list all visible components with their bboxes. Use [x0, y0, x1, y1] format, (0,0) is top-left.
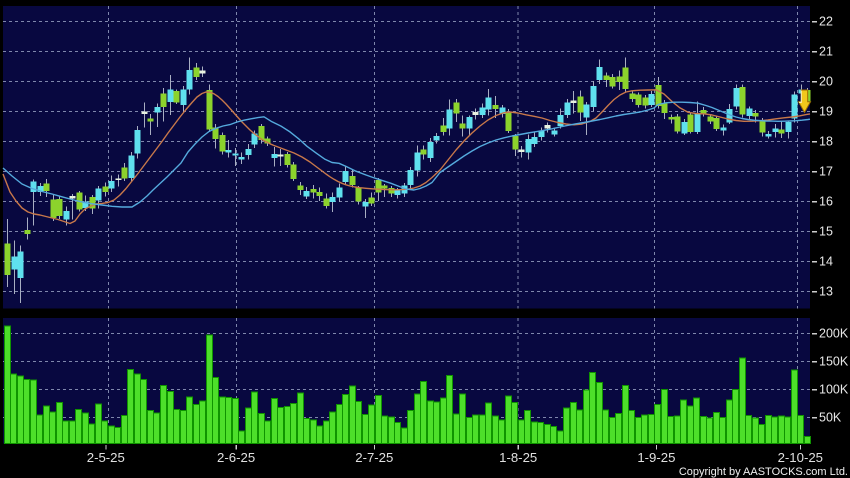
svg-text:Copyright by AASTOCKS.com Ltd.: Copyright by AASTOCKS.com Ltd.	[679, 466, 848, 478]
svg-text:50K: 50K	[819, 411, 842, 425]
svg-text:17: 17	[819, 165, 833, 179]
svg-text:2-10-25: 2-10-25	[778, 450, 823, 465]
svg-text:1-9-25: 1-9-25	[637, 450, 675, 465]
svg-text:1-8-25: 1-8-25	[499, 450, 537, 465]
svg-text:15: 15	[819, 225, 833, 239]
svg-text:19: 19	[819, 105, 833, 119]
svg-text:100K: 100K	[819, 383, 849, 397]
svg-text:14: 14	[819, 255, 833, 269]
svg-text:20: 20	[819, 75, 833, 89]
svg-text:21: 21	[819, 45, 833, 59]
svg-text:150K: 150K	[819, 355, 849, 369]
svg-text:16: 16	[819, 195, 833, 209]
svg-text:2-6-25: 2-6-25	[217, 450, 255, 465]
svg-text:2-5-25: 2-5-25	[87, 450, 125, 465]
svg-text:200K: 200K	[819, 327, 849, 341]
svg-text:22: 22	[819, 15, 833, 29]
svg-text:13: 13	[819, 285, 833, 299]
svg-text:2-7-25: 2-7-25	[355, 450, 393, 465]
svg-text:18: 18	[819, 135, 833, 149]
